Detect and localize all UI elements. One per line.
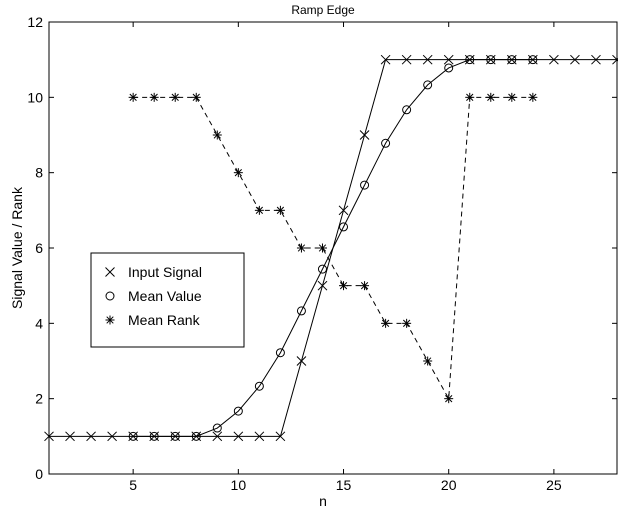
data-point bbox=[359, 130, 370, 140]
data-point bbox=[233, 431, 244, 442]
data-point bbox=[591, 54, 601, 65]
data-point bbox=[549, 54, 559, 65]
x-tick-label: 25 bbox=[546, 477, 562, 493]
data-point bbox=[296, 243, 306, 253]
data-point bbox=[212, 423, 222, 433]
legend-label: Mean Value bbox=[128, 288, 202, 304]
data-point bbox=[528, 55, 538, 65]
data-point bbox=[149, 92, 159, 102]
data-point bbox=[254, 381, 264, 391]
data-point bbox=[381, 138, 391, 148]
data-point bbox=[423, 356, 433, 366]
legend: Input Signal Mean Value Mean Rank bbox=[90, 252, 245, 348]
data-point bbox=[233, 168, 243, 178]
x-tick-label: 10 bbox=[231, 477, 247, 493]
data-point bbox=[486, 92, 496, 102]
y-tick-label: 8 bbox=[35, 165, 43, 181]
series-mean-rank bbox=[128, 92, 538, 404]
data-point bbox=[170, 92, 180, 102]
axis-ticks: 5 10 15 20 25 0 2 4 6 8 10 12 bbox=[27, 14, 617, 493]
data-point bbox=[486, 55, 496, 65]
y-tick-label: 2 bbox=[35, 391, 43, 407]
data-point bbox=[128, 92, 138, 102]
x-axis-label: n bbox=[319, 493, 327, 509]
data-point bbox=[44, 431, 54, 442]
y-tick-label: 10 bbox=[27, 89, 43, 105]
data-point bbox=[254, 205, 264, 215]
data-point bbox=[296, 356, 307, 366]
y-tick-label: 4 bbox=[35, 315, 43, 331]
x-tick-label: 5 bbox=[129, 477, 137, 493]
data-point bbox=[360, 281, 370, 291]
data-point bbox=[317, 243, 327, 253]
data-point bbox=[296, 306, 306, 316]
data-point bbox=[360, 180, 370, 190]
data-point bbox=[212, 431, 223, 442]
data-point bbox=[317, 264, 327, 274]
data-point bbox=[444, 63, 454, 73]
series-layer bbox=[44, 54, 618, 442]
series-mean-value bbox=[128, 55, 538, 441]
x-tick-label: 15 bbox=[336, 477, 352, 493]
data-point bbox=[275, 205, 285, 215]
legend-marker bbox=[105, 315, 115, 325]
data-point bbox=[401, 54, 412, 65]
data-point bbox=[275, 431, 286, 442]
data-point bbox=[149, 431, 159, 441]
data-point bbox=[423, 80, 433, 90]
data-point bbox=[212, 130, 222, 140]
data-point bbox=[444, 394, 454, 404]
y-tick-label: 0 bbox=[35, 466, 43, 482]
data-point bbox=[507, 55, 517, 65]
data-point bbox=[339, 281, 349, 291]
legend-box bbox=[90, 252, 245, 348]
data-point bbox=[465, 55, 475, 65]
y-tick-label: 12 bbox=[27, 14, 43, 30]
legend-marker bbox=[105, 291, 115, 301]
data-point bbox=[128, 431, 138, 441]
data-point bbox=[465, 92, 475, 102]
data-point bbox=[317, 280, 328, 291]
x-tick-label: 20 bbox=[441, 477, 457, 493]
data-point bbox=[507, 92, 517, 102]
data-point bbox=[170, 431, 180, 441]
data-point bbox=[443, 54, 454, 65]
data-point bbox=[339, 222, 349, 232]
data-point bbox=[570, 54, 580, 65]
data-point bbox=[380, 54, 391, 65]
data-point bbox=[338, 205, 349, 216]
chart-title: Ramp Edge bbox=[291, 3, 355, 17]
y-axis-label: Signal Value / Rank bbox=[9, 186, 25, 309]
data-point bbox=[275, 348, 285, 358]
data-point bbox=[86, 431, 96, 442]
y-tick-label: 6 bbox=[35, 240, 43, 256]
data-point bbox=[233, 406, 243, 416]
legend-marker bbox=[105, 267, 115, 277]
legend-label: Input Signal bbox=[128, 264, 202, 280]
data-point bbox=[254, 431, 265, 442]
data-point bbox=[191, 431, 201, 441]
data-point bbox=[422, 54, 433, 65]
data-point bbox=[528, 92, 538, 102]
data-point bbox=[191, 92, 201, 102]
data-point bbox=[612, 54, 618, 65]
data-point bbox=[402, 318, 412, 328]
legend-label: Mean Rank bbox=[128, 312, 201, 328]
data-point bbox=[107, 431, 117, 442]
series-line bbox=[133, 96, 533, 401]
data-point bbox=[65, 431, 75, 442]
data-point bbox=[381, 318, 391, 328]
data-point bbox=[402, 105, 412, 115]
